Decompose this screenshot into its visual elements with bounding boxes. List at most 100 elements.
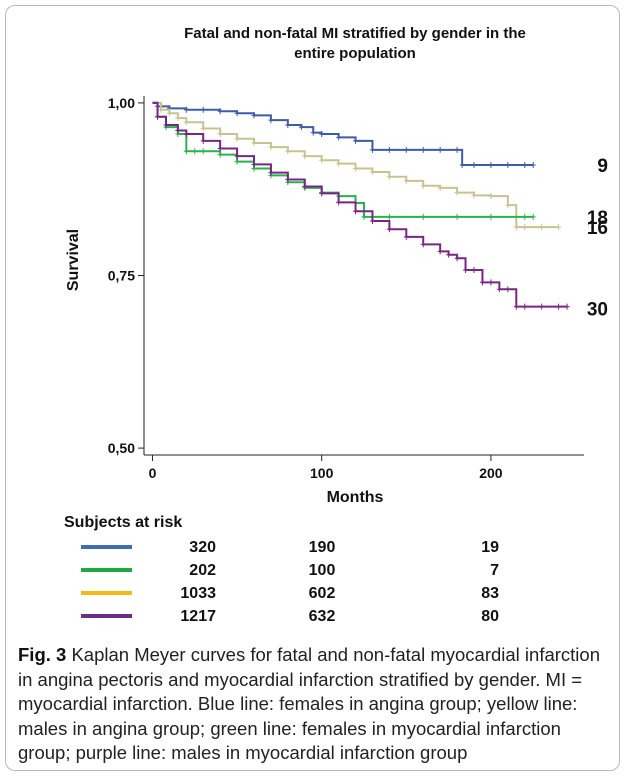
censor-mark — [454, 189, 460, 196]
censor-mark — [336, 160, 342, 167]
censor-mark — [513, 224, 519, 231]
censor-mark — [234, 158, 240, 165]
censor-mark — [310, 129, 316, 136]
censor-mark — [386, 226, 392, 233]
chart-title-line2: entire population — [294, 45, 416, 62]
censor-mark — [251, 161, 257, 168]
censor-mark — [285, 176, 291, 183]
censor-mark — [488, 193, 494, 200]
censor-mark — [437, 146, 443, 153]
censor-mark — [471, 192, 477, 199]
risk-table-cell: 632 — [309, 608, 336, 625]
censor-mark — [158, 106, 164, 113]
risk-table-title: Subjects at risk — [64, 514, 182, 531]
censor-mark — [369, 146, 375, 153]
censor-mark — [505, 162, 511, 169]
series-line — [152, 101, 568, 308]
censor-mark — [386, 213, 392, 220]
x-tick-label: 0 — [149, 465, 157, 481]
censor-mark — [285, 121, 291, 128]
censor-mark — [513, 303, 519, 310]
y-tick-label: 0,50 — [108, 440, 135, 456]
censor-mark — [353, 165, 359, 172]
censor-mark — [183, 106, 189, 113]
risk-table-cell: 1033 — [180, 585, 216, 602]
censor-mark — [488, 279, 494, 286]
censor-mark — [564, 303, 570, 310]
series-end-label: 30 — [587, 300, 608, 321]
censor-mark — [200, 148, 206, 155]
censor-mark — [319, 130, 325, 137]
censor-mark — [420, 241, 426, 248]
risk-table-cell: 320 — [189, 539, 216, 556]
censor-mark — [183, 119, 189, 126]
censor-mark — [319, 190, 325, 197]
risk-table-cell: 19 — [481, 539, 499, 556]
censor-mark — [268, 169, 274, 176]
risk-table-cell: 202 — [189, 562, 216, 579]
censor-mark — [454, 255, 460, 262]
censor-mark — [556, 224, 562, 231]
y-tick-label: 0,75 — [108, 268, 135, 284]
risk-table-cell: 190 — [309, 539, 336, 556]
censor-mark — [530, 213, 536, 220]
censor-mark — [479, 279, 485, 286]
censor-mark — [522, 162, 528, 169]
censor-mark — [437, 184, 443, 191]
censor-mark — [183, 130, 189, 137]
series-end-label: 16 — [587, 218, 608, 239]
censor-mark — [175, 115, 181, 122]
censor-mark — [234, 110, 240, 117]
censor-mark — [539, 303, 545, 310]
censor-mark — [163, 121, 169, 128]
censor-mark — [192, 148, 198, 155]
censor-mark — [217, 151, 223, 158]
risk-table-cell: 602 — [309, 585, 336, 602]
censor-mark — [298, 124, 304, 131]
censor-mark — [285, 148, 291, 155]
censor-mark — [319, 157, 325, 164]
censor-mark — [420, 182, 426, 189]
series-end-label: 9 — [597, 156, 608, 177]
censor-mark — [505, 286, 511, 293]
censor-mark — [386, 146, 392, 153]
censor-mark — [454, 146, 460, 153]
censor-mark — [302, 183, 308, 190]
censor-mark — [217, 145, 223, 152]
caption-text: Kaplan Meyer curves for fatal and non-fa… — [18, 644, 600, 764]
x-axis-label: Months — [327, 489, 384, 506]
censor-mark — [361, 213, 367, 220]
risk-table-cell: 1217 — [180, 608, 216, 625]
caption-label: Fig. 3 — [18, 644, 67, 665]
censor-mark — [522, 213, 528, 220]
censor-mark — [353, 208, 359, 215]
series-end-label: 18 — [587, 208, 608, 229]
censor-mark — [471, 162, 477, 169]
censor-mark — [437, 248, 443, 255]
axes: 0,50 0,75 1,00 0 100 200 — [108, 95, 584, 481]
censor-mark — [353, 137, 359, 144]
censor-mark — [386, 173, 392, 180]
censor-mark — [234, 153, 240, 160]
risk-table-cell: 83 — [481, 585, 499, 602]
censor-mark — [403, 177, 409, 184]
censor-mark — [403, 146, 409, 153]
censor-mark — [488, 162, 494, 169]
censor-mark — [471, 266, 477, 273]
censor-mark — [155, 113, 161, 120]
x-tick-label: 200 — [479, 465, 503, 481]
censor-mark — [234, 135, 240, 142]
censor-mark — [505, 202, 511, 209]
censor-mark — [420, 213, 426, 220]
censor-mark — [496, 286, 502, 293]
censor-mark — [530, 162, 536, 169]
censor-mark — [251, 139, 257, 146]
censor-mark — [556, 303, 562, 310]
censor-mark — [217, 108, 223, 115]
risk-table-cell: 100 — [309, 562, 336, 579]
censor-mark — [336, 134, 342, 141]
censor-mark — [217, 130, 223, 137]
censor-mark — [183, 148, 189, 155]
censor-mark — [336, 199, 342, 206]
